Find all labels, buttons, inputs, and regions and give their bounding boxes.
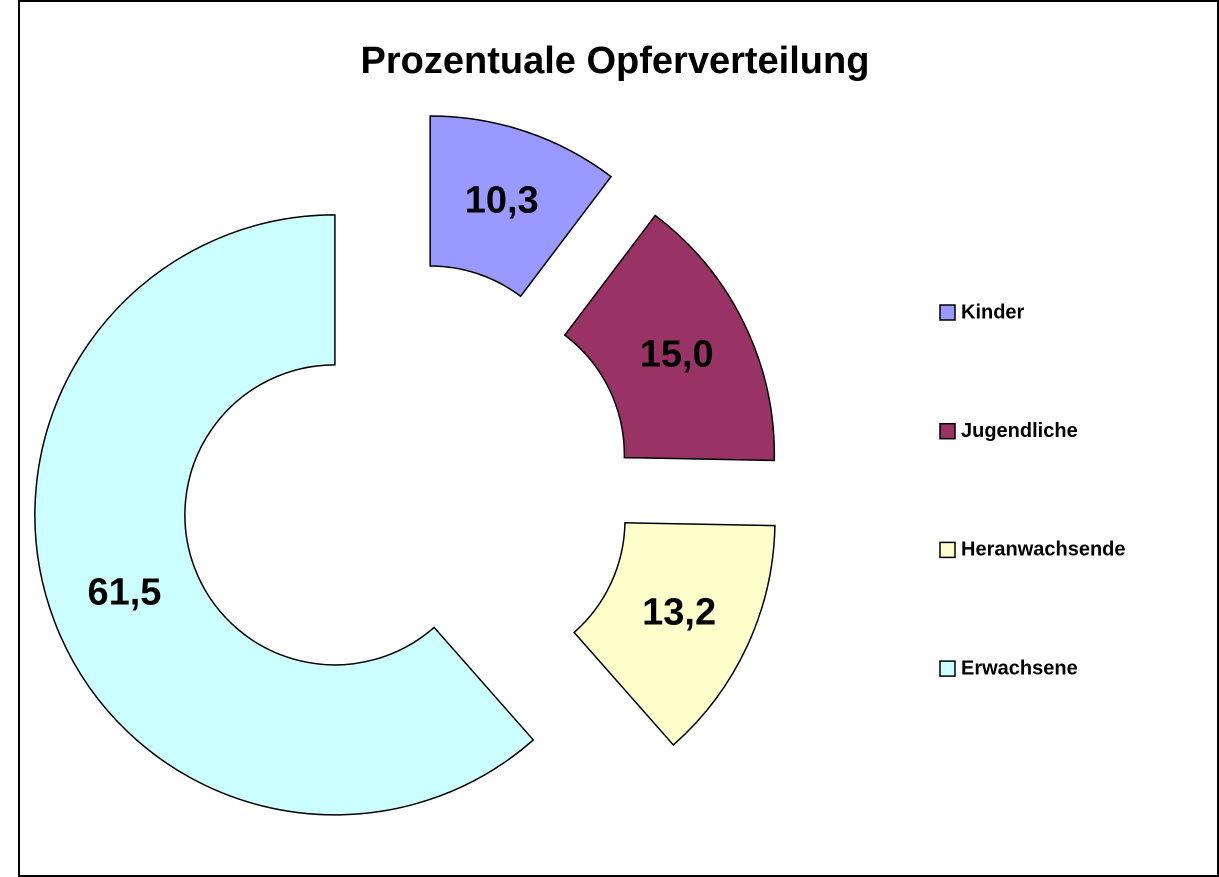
legend-label: Heranwachsende: [961, 539, 1126, 561]
legend-label: Erwachsene: [961, 657, 1078, 679]
legend-swatch: [939, 541, 956, 559]
legend-label: Kinder: [961, 301, 1025, 323]
data-label: 10,3: [465, 180, 539, 222]
data-label: 15,0: [640, 333, 714, 375]
legend-swatch: [939, 660, 956, 677]
donut-slice: [34, 214, 535, 816]
data-label: 61,5: [87, 571, 161, 613]
data-label: 13,2: [642, 591, 716, 633]
legend-swatch: [939, 422, 956, 440]
donut-slice: [429, 115, 613, 298]
legend-label: Jugendliche: [961, 420, 1078, 442]
donut-slice: [563, 214, 776, 462]
donut-slice: [573, 521, 776, 747]
chart-title: Prozentuale Opferverteilung: [361, 40, 870, 82]
legend-swatch: [939, 304, 956, 321]
